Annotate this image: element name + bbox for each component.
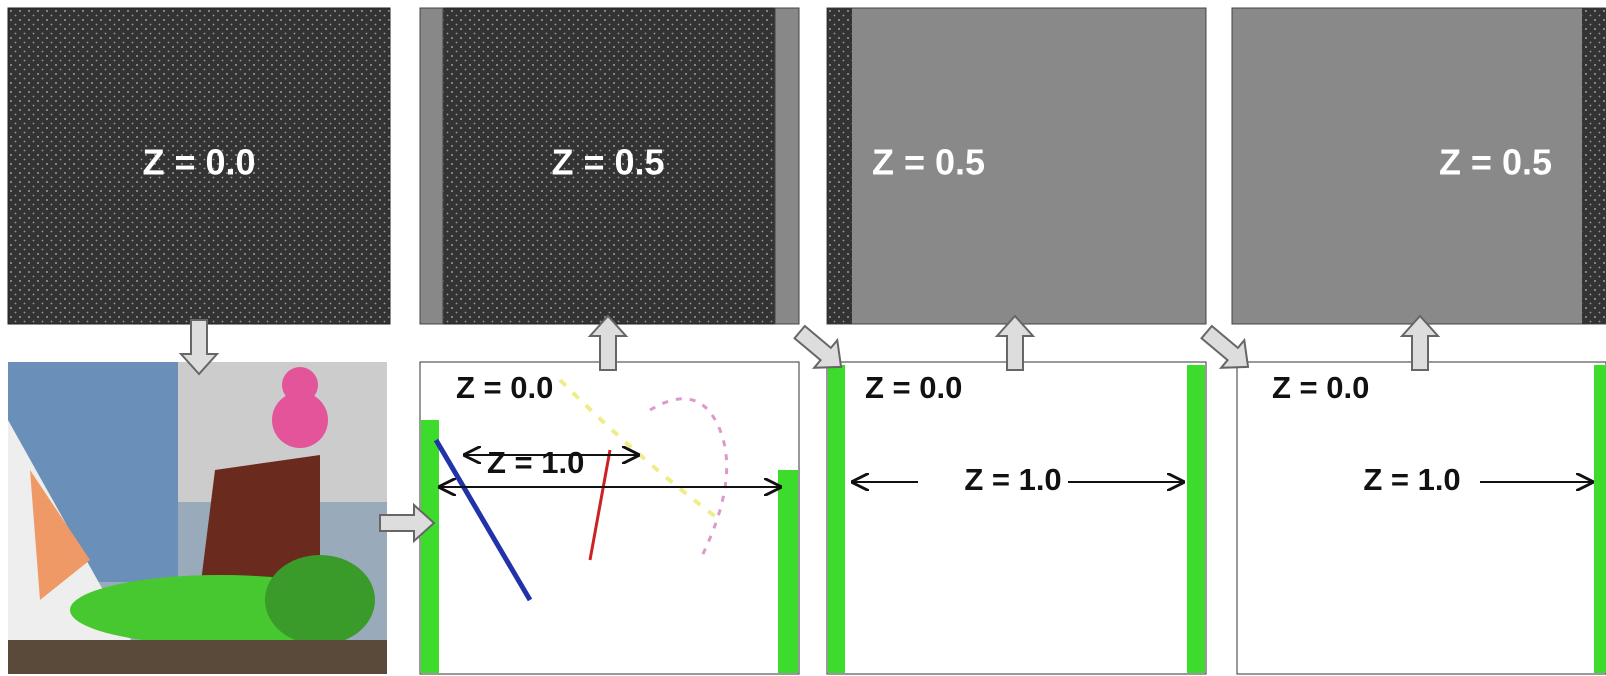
depth-label: Z = 0.0	[142, 142, 255, 183]
near-label: Z = 0.0	[865, 370, 962, 405]
depth-label: Z = 0.5	[551, 142, 664, 183]
depth-map	[419, 361, 800, 675]
top-panel	[7, 7, 391, 325]
depth-map	[826, 361, 1207, 675]
far-label: Z = 1.0	[1363, 462, 1460, 497]
far-label: Z = 1.0	[964, 462, 1061, 497]
photo	[8, 362, 387, 674]
depth-map	[1236, 361, 1606, 675]
top-panel	[1231, 7, 1606, 325]
top-panel	[826, 7, 1207, 325]
near-label: Z = 0.0	[456, 370, 553, 405]
far-label: Z = 1.0	[487, 445, 584, 480]
near-label: Z = 0.0	[1272, 370, 1369, 405]
top-panel	[419, 7, 800, 325]
depth-label: Z = 0.5	[1439, 142, 1552, 183]
depth-label: Z = 0.5	[872, 142, 985, 183]
